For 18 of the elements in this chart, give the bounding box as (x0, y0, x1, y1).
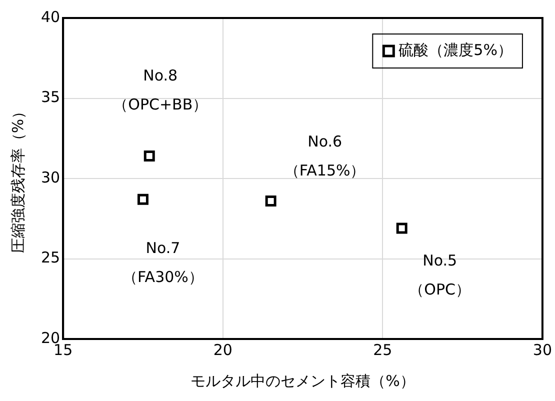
point (137, 194, 148, 205)
x-tick-label: 20 (213, 340, 232, 359)
y-axis-title: 圧縮強度残存率（%） (8, 104, 27, 254)
point (144, 150, 155, 162)
annotation: No.5 （OPC） (409, 252, 471, 299)
y-tick-label: 30 (40, 168, 60, 186)
annotation: No.8 （OPC+BB） (113, 66, 208, 114)
x-axis-title: モルタル中のセメント容積（%） (190, 372, 415, 390)
y-tick-label: 40 (40, 8, 60, 26)
point (396, 222, 408, 234)
x-tick-label: 30 (532, 340, 552, 359)
point (265, 195, 276, 206)
x-tick-label: 25 (373, 340, 392, 359)
annotation: No.6 （FA15%） (284, 132, 366, 180)
y-tick-label: 25 (40, 248, 60, 267)
annotation: No.7 （FA30%） (122, 238, 204, 286)
legend-label: 硫酸（濃度5%） (398, 40, 512, 59)
y-tick-label: 35 (40, 88, 60, 106)
